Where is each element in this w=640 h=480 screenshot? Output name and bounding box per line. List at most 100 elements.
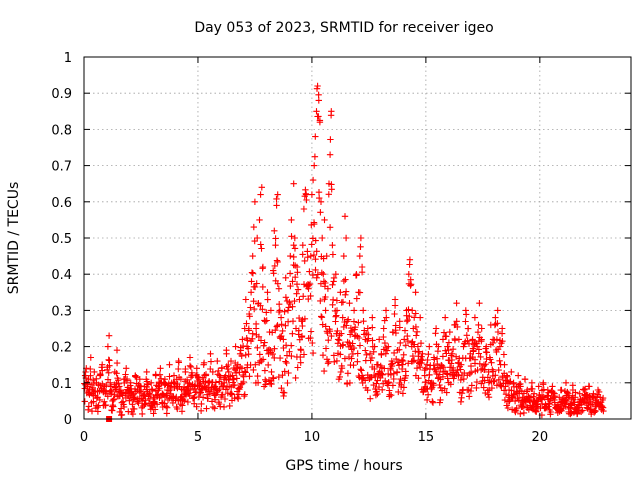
data-point [322, 323, 329, 330]
data-point [276, 354, 284, 362]
data-point [362, 377, 369, 384]
data-point [448, 356, 456, 364]
data-point [325, 180, 333, 187]
y-tick-label: 0.6 [51, 196, 72, 211]
data-point [560, 397, 567, 405]
data-point [236, 384, 244, 391]
data-point [496, 357, 503, 364]
data-point [436, 381, 443, 389]
data-point [503, 372, 510, 379]
data-point [105, 356, 112, 363]
data-point [179, 386, 187, 394]
data-point [232, 343, 239, 350]
data-point [467, 350, 474, 357]
data-point [526, 397, 533, 405]
data-point [502, 391, 510, 398]
data-point [241, 391, 248, 398]
data-point [448, 350, 456, 357]
data-point [122, 371, 129, 378]
data-point [111, 368, 118, 376]
data-point [177, 376, 185, 383]
data-point [315, 97, 322, 104]
data-point [457, 366, 464, 373]
data-point [303, 196, 310, 204]
data-point [307, 252, 314, 260]
data-point [535, 383, 542, 390]
data-point [355, 334, 363, 342]
data-point [135, 400, 142, 407]
data-point [288, 233, 295, 240]
data-point [238, 365, 246, 372]
data-point [476, 300, 483, 307]
data-point [290, 180, 297, 187]
data-point [196, 389, 204, 397]
data-point [370, 348, 377, 355]
data-point [328, 332, 335, 340]
data-point [444, 343, 451, 350]
data-point [171, 380, 178, 387]
data-point [430, 354, 438, 361]
data-point [469, 336, 476, 343]
data-point [236, 350, 244, 357]
data-point [278, 385, 285, 392]
data-point [576, 390, 583, 397]
data-point [161, 376, 169, 383]
data-point [333, 312, 340, 319]
data-point [443, 333, 450, 340]
data-point [399, 390, 407, 397]
data-point [350, 307, 358, 314]
data-point [259, 356, 267, 363]
data-point [314, 271, 321, 278]
data-point [329, 296, 337, 303]
data-point [592, 397, 599, 405]
data-point [235, 395, 242, 402]
data-point [341, 355, 349, 362]
data-point [337, 368, 344, 376]
data-point [337, 289, 344, 296]
data-point [390, 370, 397, 377]
data-point [338, 365, 346, 372]
data-point [352, 324, 359, 331]
data-point [418, 359, 425, 367]
data-point [578, 408, 585, 415]
data-point [353, 295, 360, 302]
data-point [141, 401, 148, 408]
data-point [585, 383, 592, 390]
data-point [322, 345, 330, 352]
data-point [257, 241, 264, 248]
data-point [442, 314, 449, 321]
data-point [350, 318, 358, 325]
data-point [560, 404, 567, 412]
data-point [329, 242, 336, 249]
data-point [406, 313, 413, 320]
data-point [297, 353, 304, 361]
data-point [367, 395, 374, 402]
data-point [517, 410, 524, 417]
data-point [412, 310, 419, 317]
data-point [129, 394, 137, 401]
data-point [551, 390, 558, 397]
data-point [87, 372, 94, 379]
data-point [145, 390, 153, 397]
data-point [544, 386, 551, 394]
data-point [426, 343, 433, 350]
data-point [365, 335, 372, 342]
data-point [184, 398, 192, 406]
data-point [167, 383, 174, 390]
data-point [453, 318, 460, 325]
y-tick-label: 0.4 [51, 268, 72, 283]
data-point [509, 394, 517, 401]
data-point [88, 408, 96, 415]
data-point [425, 351, 432, 358]
data-point [471, 356, 479, 363]
data-point [338, 330, 345, 337]
data-point [309, 271, 317, 279]
data-point [272, 242, 279, 249]
data-point [254, 379, 262, 386]
data-point [314, 82, 321, 90]
data-point [292, 325, 300, 332]
data-point [492, 372, 499, 379]
data-point [296, 296, 303, 303]
data-point [520, 402, 527, 410]
data-point [294, 364, 301, 371]
